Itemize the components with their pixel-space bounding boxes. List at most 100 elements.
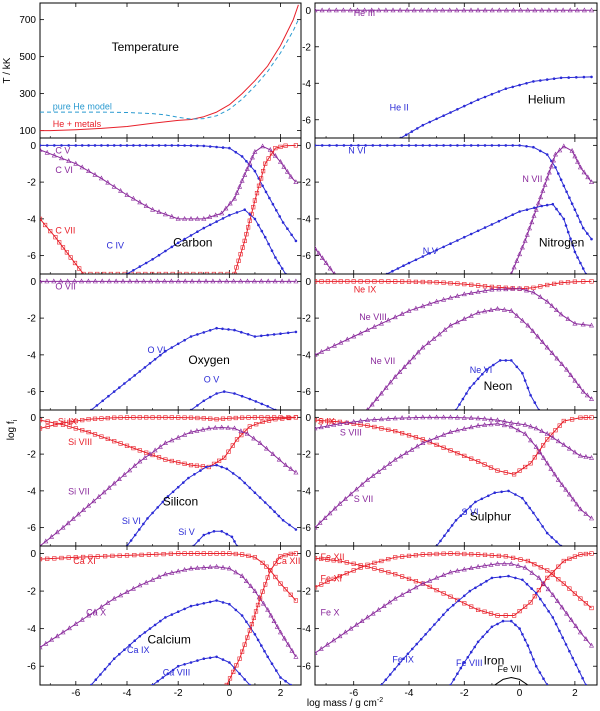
marker-triangle bbox=[383, 7, 389, 13]
marker-square bbox=[118, 415, 123, 420]
marker-triangle bbox=[325, 345, 331, 351]
marker-dot bbox=[225, 532, 229, 536]
marker-triangle bbox=[420, 580, 426, 586]
marker-square bbox=[434, 587, 439, 593]
marker-triangle bbox=[188, 216, 194, 221]
marker-square bbox=[495, 468, 500, 473]
marker-triangle bbox=[258, 278, 264, 284]
marker-triangle bbox=[141, 278, 147, 284]
marker-square bbox=[331, 558, 336, 563]
marker-square bbox=[176, 551, 181, 556]
marker-triangle bbox=[488, 561, 494, 567]
marker-dot bbox=[138, 265, 142, 268]
marker-triangle bbox=[86, 168, 92, 173]
marker-square bbox=[143, 271, 148, 274]
marker-triangle bbox=[414, 443, 420, 449]
marker-dot bbox=[240, 330, 243, 334]
series-si-vi bbox=[126, 464, 297, 546]
marker-square bbox=[236, 258, 241, 263]
marker-dot bbox=[479, 583, 483, 586]
marker-triangle bbox=[79, 616, 85, 622]
marker-dot bbox=[579, 220, 582, 224]
panel-frame bbox=[39, 137, 302, 275]
marker-square bbox=[194, 463, 200, 468]
marker-square bbox=[137, 448, 142, 453]
marker-dot bbox=[53, 144, 56, 147]
marker-square bbox=[217, 458, 222, 463]
series-group bbox=[40, 278, 299, 410]
marker-square bbox=[280, 416, 285, 421]
marker-dot bbox=[89, 683, 93, 685]
marker-square bbox=[102, 271, 107, 274]
marker-triangle bbox=[358, 418, 364, 423]
marker-square bbox=[176, 415, 181, 420]
marker-square bbox=[315, 279, 318, 284]
marker-triangle bbox=[220, 564, 226, 570]
marker-square bbox=[110, 553, 115, 558]
marker-square bbox=[379, 558, 384, 564]
series-label: Ca X bbox=[86, 608, 106, 618]
marker-dot bbox=[202, 657, 206, 660]
marker-dot bbox=[497, 144, 501, 147]
marker-dot bbox=[490, 223, 494, 226]
marker-dot bbox=[349, 144, 353, 147]
marker-dot bbox=[538, 671, 542, 674]
marker-square bbox=[578, 415, 583, 420]
marker-triangle bbox=[257, 440, 263, 446]
panel-neon: 0 -2 -4 -6 Neon bbox=[302, 273, 598, 411]
series-group bbox=[315, 414, 594, 546]
marker-triangle bbox=[351, 419, 357, 424]
marker-dot bbox=[176, 664, 180, 668]
marker-dot bbox=[279, 332, 282, 336]
marker-triangle bbox=[293, 653, 299, 659]
marker-dot bbox=[254, 400, 258, 403]
marker-square bbox=[448, 448, 453, 453]
marker-triangle bbox=[546, 169, 552, 175]
marker-triangle bbox=[270, 451, 276, 457]
marker-triangle bbox=[376, 607, 382, 612]
marker-dot bbox=[490, 92, 494, 96]
marker-square bbox=[448, 281, 453, 286]
marker-triangle bbox=[359, 481, 365, 487]
marker-dot bbox=[481, 635, 485, 639]
marker-triangle bbox=[105, 599, 111, 605]
marker-square bbox=[64, 250, 69, 255]
marker-dot bbox=[260, 644, 263, 647]
marker-triangle bbox=[272, 278, 278, 284]
marker-dot bbox=[450, 524, 454, 527]
marker-dot bbox=[485, 368, 488, 371]
y-tick-label: -2 bbox=[302, 42, 311, 53]
marker-triangle bbox=[441, 296, 447, 302]
marker-dot bbox=[221, 658, 225, 661]
marker-triangle bbox=[58, 278, 64, 284]
marker-triangle bbox=[194, 565, 200, 571]
marker-triangle bbox=[54, 633, 60, 639]
marker-square bbox=[399, 279, 405, 284]
marker-dot bbox=[402, 264, 405, 268]
marker-triangle bbox=[247, 160, 253, 166]
marker-dot bbox=[243, 481, 246, 485]
y-tick-label: 0 bbox=[30, 549, 36, 560]
marker-dot bbox=[574, 663, 578, 666]
marker-triangle bbox=[331, 637, 337, 643]
marker-dot bbox=[230, 535, 234, 539]
marker-square bbox=[413, 553, 419, 558]
marker-triangle bbox=[549, 303, 555, 308]
marker-dot bbox=[107, 394, 110, 398]
marker-square bbox=[92, 432, 98, 437]
marker-dot bbox=[416, 127, 419, 130]
marker-square bbox=[198, 271, 203, 274]
marker-square bbox=[578, 552, 583, 557]
marker-triangle bbox=[567, 7, 573, 13]
marker-triangle bbox=[130, 585, 136, 591]
marker-square bbox=[469, 456, 474, 461]
marker-triangle bbox=[536, 575, 542, 580]
series-ne-vii bbox=[367, 308, 592, 410]
marker-square bbox=[240, 649, 245, 654]
marker-dot bbox=[562, 217, 566, 221]
marker-triangle bbox=[201, 216, 207, 221]
marker-square bbox=[325, 579, 330, 584]
marker-triangle bbox=[237, 183, 243, 189]
marker-dot bbox=[439, 539, 442, 543]
marker-dot bbox=[384, 678, 388, 681]
